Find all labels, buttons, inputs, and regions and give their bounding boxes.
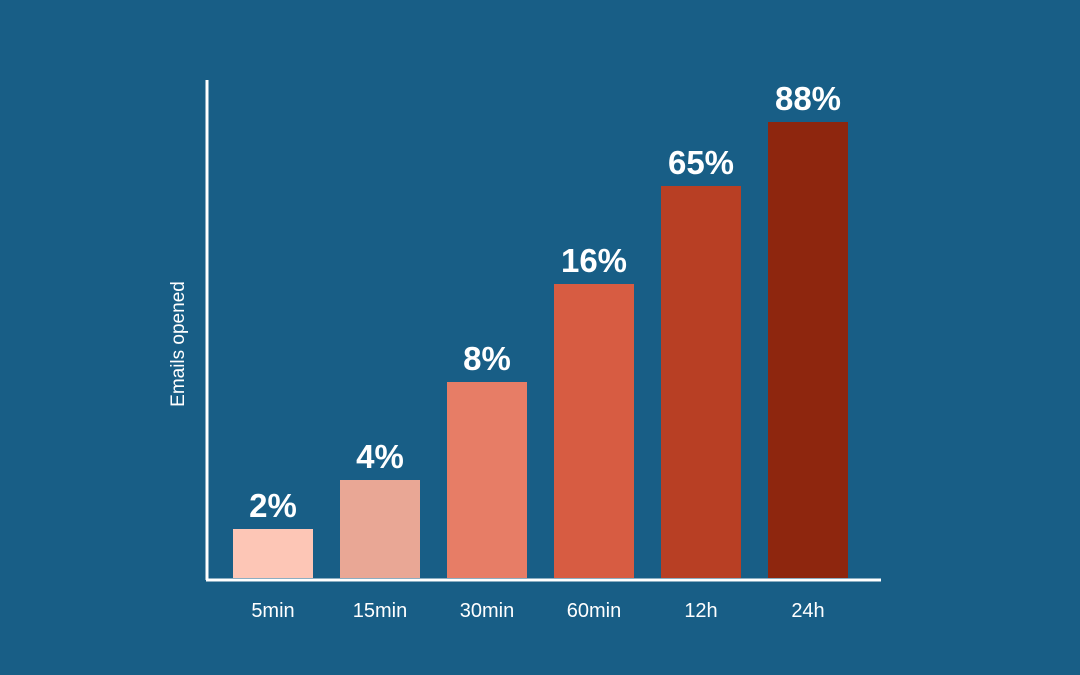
category-label-15min: 15min: [353, 600, 407, 622]
value-label-24h: 88%: [775, 80, 841, 117]
bars-group: [233, 122, 848, 578]
bar-15min: [340, 480, 420, 578]
bar-30min: [447, 382, 527, 578]
y-axis-label: Emails opened: [168, 281, 189, 407]
category-label-12h: 12h: [684, 600, 717, 622]
value-label-30min: 8%: [463, 340, 511, 377]
value-label-12h: 65%: [668, 144, 734, 181]
bar-5min: [233, 529, 313, 578]
bar-60min: [554, 284, 634, 578]
category-label-30min: 30min: [460, 600, 514, 622]
category-label-60min: 60min: [567, 600, 621, 622]
category-label-24h: 24h: [791, 600, 824, 622]
value-labels-group: 2% 4% 8% 16% 65% 88%: [249, 80, 841, 524]
value-label-5min: 2%: [249, 487, 297, 524]
bar-12h: [661, 186, 741, 578]
category-labels-group: 5min 15min 30min 60min 12h 24h: [251, 600, 824, 622]
bar-24h: [768, 122, 848, 578]
value-label-60min: 16%: [561, 242, 627, 279]
value-label-15min: 4%: [356, 438, 404, 475]
category-label-5min: 5min: [251, 600, 294, 622]
